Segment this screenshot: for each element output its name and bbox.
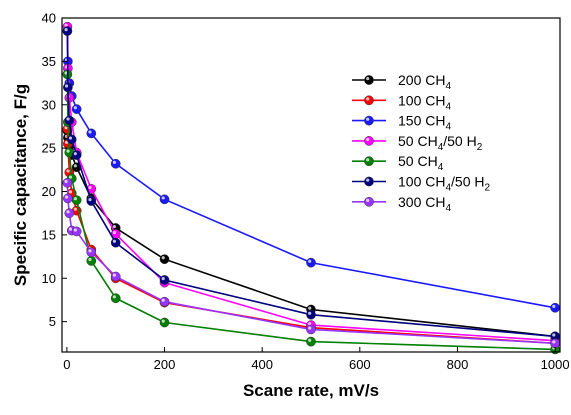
y-tick-label: 35 [42, 54, 56, 69]
y-tick-label: 20 [42, 184, 56, 199]
data-point [63, 194, 72, 203]
legend-label: 200 CH4 [398, 72, 451, 92]
legend-marker [364, 116, 373, 125]
legend-marker [364, 96, 373, 105]
legend-marker [364, 136, 373, 145]
legend-label: 50 CH4/50 H2 [398, 133, 483, 153]
legend-item: 150 CH4 [352, 113, 451, 133]
data-point [65, 93, 74, 102]
legend-label: 300 CH4 [398, 194, 451, 214]
data-point [72, 196, 81, 205]
legend-item: 100 CH4/50 H2 [352, 174, 491, 194]
data-point [160, 255, 169, 264]
legend-item: 100 CH4 [352, 92, 451, 112]
data-point [111, 238, 120, 247]
data-point [65, 209, 74, 218]
data-point [87, 129, 96, 138]
series-3 [63, 26, 560, 312]
data-point [551, 303, 560, 312]
data-point [306, 337, 315, 346]
y-tick-label: 25 [42, 141, 56, 156]
y-tick-label: 10 [42, 271, 56, 286]
data-point [160, 195, 169, 204]
legend-item: 300 CH4 [352, 194, 451, 214]
legend-item: 50 CH4/50 H2 [352, 133, 483, 153]
legend-marker [364, 157, 373, 166]
y-tick-label: 5 [49, 314, 56, 329]
data-point [160, 318, 169, 327]
data-point [306, 258, 315, 267]
x-tick-label: 200 [154, 357, 176, 372]
y-axis-label: Specific capacitance, F/g [11, 84, 30, 286]
data-point [63, 26, 72, 35]
data-point [111, 159, 120, 168]
x-tick-label: 400 [251, 357, 273, 372]
data-point [87, 248, 96, 257]
data-point [551, 339, 560, 348]
x-tick-label: 0 [63, 357, 70, 372]
x-tick-label: 1000 [541, 357, 570, 372]
x-tick-label: 800 [447, 357, 469, 372]
legend-label: 150 CH4 [398, 113, 451, 133]
x-axis-label: Scane rate, mV/s [243, 381, 379, 400]
y-tick-label: 15 [42, 227, 56, 242]
data-point [160, 275, 169, 284]
data-point [306, 325, 315, 334]
legend-item: 50 CH4 [352, 153, 444, 173]
data-point [160, 297, 169, 306]
data-point [72, 227, 81, 236]
data-point [111, 294, 120, 303]
legend-label: 50 CH4 [398, 153, 444, 173]
y-tick-label: 30 [42, 97, 56, 112]
data-point [72, 104, 81, 113]
data-point [111, 272, 120, 281]
data-point [87, 256, 96, 265]
legend-label: 100 CH4 [398, 92, 451, 112]
legend-item: 200 CH4 [352, 72, 451, 92]
y-tick-label: 40 [42, 11, 56, 26]
legend-marker [364, 75, 373, 84]
data-point [87, 196, 96, 205]
data-point [63, 178, 72, 187]
ticks-layer: 0 200 400 600 800 1000 5 10 15 20 25 30 35 40 [42, 11, 570, 373]
data-point [65, 116, 74, 125]
legend-label: 100 CH4/50 H2 [398, 174, 491, 194]
x-tick-label: 600 [349, 357, 371, 372]
data-point [63, 83, 72, 92]
data-point [306, 310, 315, 319]
legend-marker [364, 197, 373, 206]
data-point [72, 150, 81, 159]
legend-marker [364, 177, 373, 186]
data-point [67, 135, 76, 144]
